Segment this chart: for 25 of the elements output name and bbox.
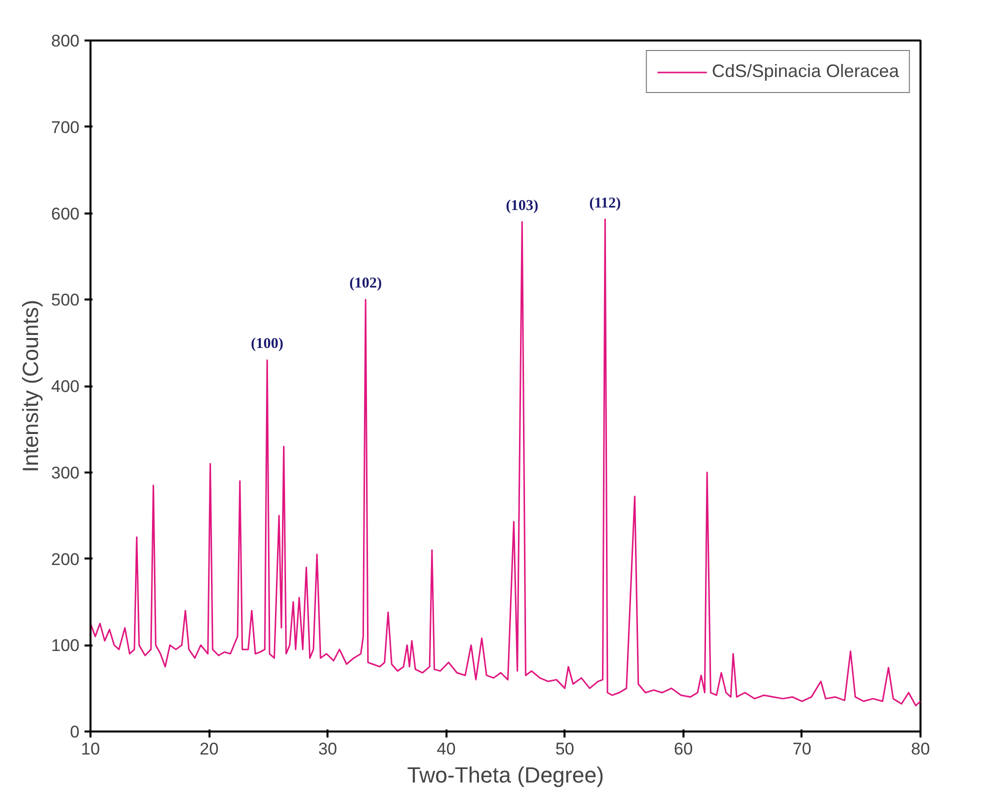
annotation: (102) (349, 276, 382, 292)
x-axis-title: Two-Theta (Degree) (407, 762, 604, 788)
annotation: (100) (250, 336, 284, 352)
y-tick-label: 800 (51, 32, 80, 50)
x-tick-label: 20 (200, 740, 219, 758)
y-axis-title: Intensity (Counts) (18, 300, 44, 472)
legend-label: CdS/Spinacia Oleracea (712, 61, 899, 82)
y-tick-label: 300 (51, 463, 80, 482)
x-tick-label: 10 (81, 740, 100, 758)
x-tick-label: 60 (674, 740, 693, 758)
annotation: (112) (589, 195, 621, 212)
y-tick-label: 0 (70, 722, 80, 742)
annotation: (103) (506, 198, 538, 214)
line-series (90, 218, 920, 706)
x-tick-label: 40 (436, 740, 456, 758)
x-tick-label: 80 (911, 740, 930, 758)
y-tick-label: 100 (51, 636, 80, 656)
y-tick-label: 400 (51, 377, 80, 396)
x-tick-label: 50 (555, 740, 574, 758)
y-tick-label: 500 (51, 290, 80, 310)
y-tick-label: 200 (51, 550, 80, 569)
x-tick-label: 30 (318, 740, 338, 758)
x-tick-label: 70 (792, 740, 812, 758)
y-tick-label: 700 (51, 118, 80, 137)
y-tick-label: 600 (51, 204, 80, 224)
